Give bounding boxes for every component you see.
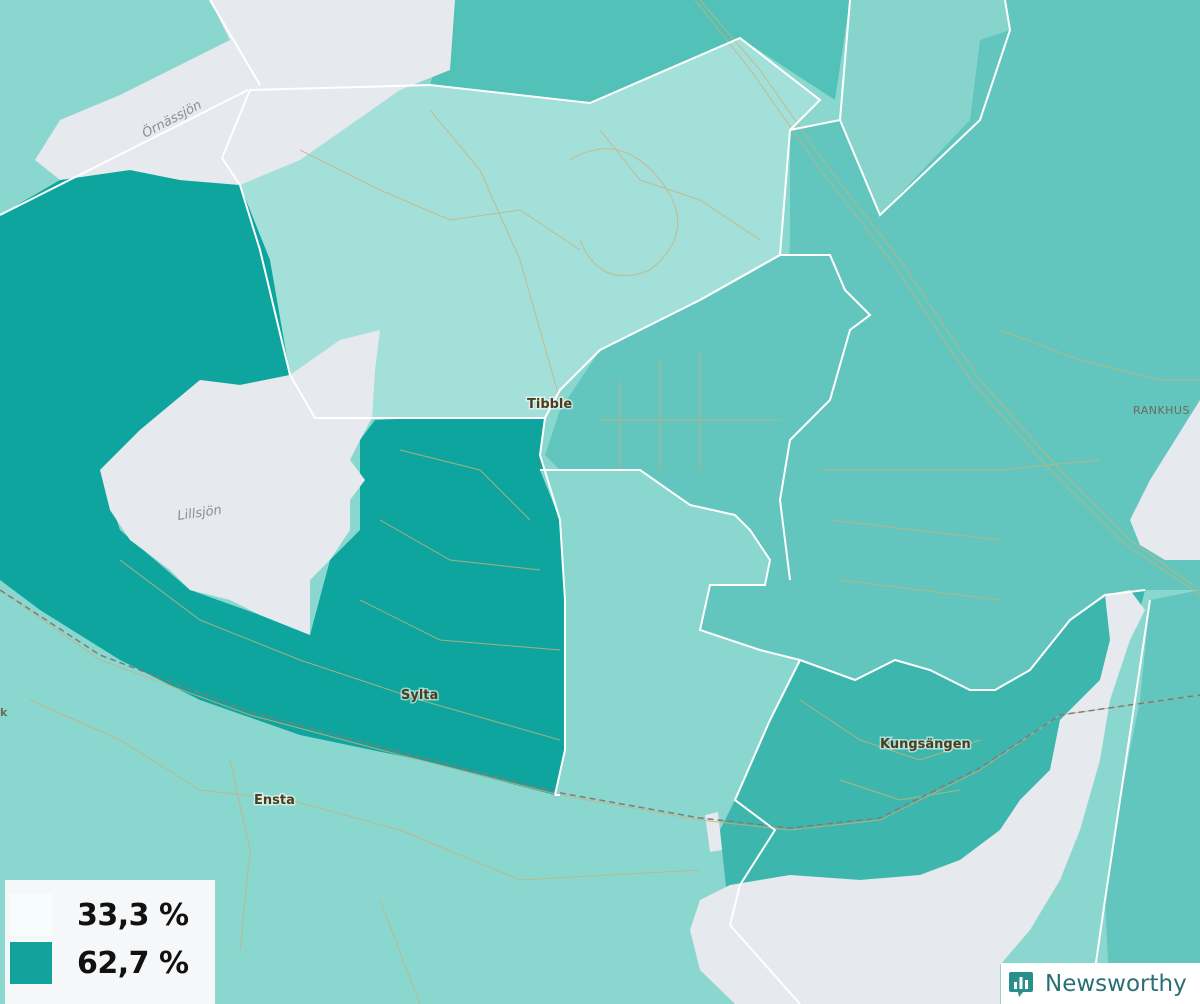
newsworthy-logo-icon	[1009, 971, 1033, 997]
map-legend: 33,3 % 62,7 %	[5, 880, 215, 1004]
region-tibble[interactable]	[222, 38, 820, 418]
region-east-central[interactable]	[545, 120, 1200, 690]
region-kungsangen[interactable]	[720, 590, 1145, 925]
newsworthy-brand[interactable]: Newsworthy	[1001, 963, 1200, 1004]
newsworthy-brand-name: Newsworthy	[1045, 970, 1187, 997]
place-label-sylta: Sylta	[401, 688, 438, 703]
place-label-tibble: Tibble	[527, 397, 572, 412]
region-northeast-strip[interactable]	[840, 0, 1010, 215]
lake-lillsjon	[100, 330, 380, 635]
railway	[0, 589, 1200, 829]
place-label-ensta: Ensta	[254, 793, 295, 808]
place-label-kungsangen: Kungsängen	[880, 737, 971, 752]
region-borders	[0, 0, 1151, 1004]
place-labels: Tibble Tibble Sylta Sylta Kungsängen Kun…	[253, 396, 973, 810]
svg-text:Sylta: Sylta	[401, 688, 438, 703]
bay-east	[1130, 400, 1200, 560]
legend-item-high: 62,7 %	[10, 942, 189, 984]
water-label-lillsjon: Lillsjön	[176, 503, 222, 524]
bay-south	[690, 590, 1145, 1004]
svg-text:Kungsängen: Kungsängen	[880, 737, 971, 752]
legend-swatch-high	[10, 942, 52, 984]
region-southeast[interactable]	[1105, 590, 1200, 1004]
svg-text:Ensta: Ensta	[254, 793, 295, 808]
svg-text:Tibble: Tibble	[527, 397, 572, 412]
region-sylta-west[interactable]	[0, 170, 565, 795]
legend-label-high: 62,7 %	[77, 945, 189, 981]
legend-item-low: 33,3 %	[10, 894, 189, 936]
legend-swatch-low	[10, 894, 52, 936]
area-label-edge: k	[0, 706, 8, 719]
region-north-central[interactable]	[430, 0, 850, 103]
legend-label-low: 33,3 %	[77, 897, 189, 933]
region-south-central[interactable]	[540, 470, 800, 860]
area-label-rankhus: RANKHUS	[1133, 404, 1190, 417]
